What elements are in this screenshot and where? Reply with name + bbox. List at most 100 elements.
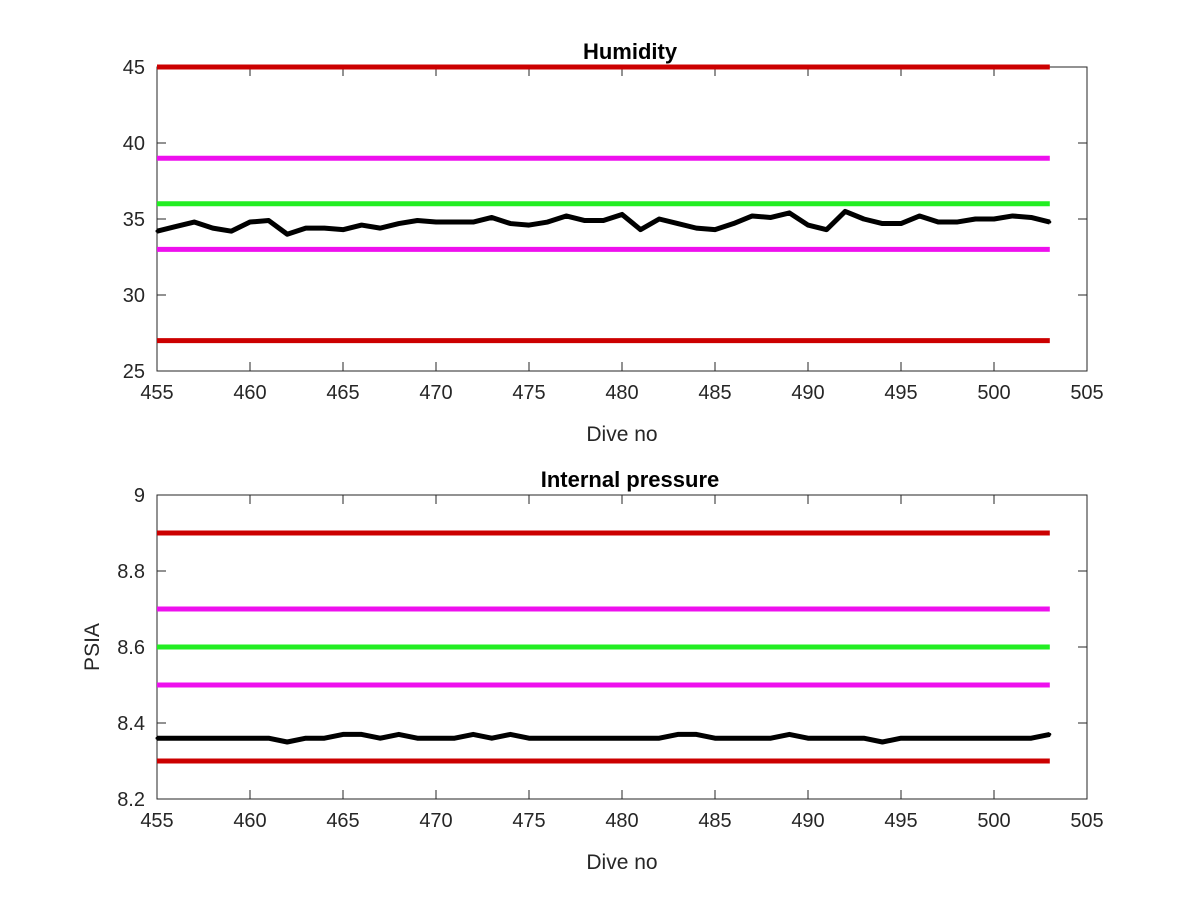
chart-2-x-tick-label: 500 — [977, 810, 1010, 832]
chart-1-x-tick-label: 485 — [698, 382, 731, 404]
chart-2-data-point — [601, 736, 605, 740]
chart-2-data-point — [508, 732, 512, 736]
chart-1-data-point — [843, 209, 847, 213]
chart-1-y-tick-label: 25 — [123, 361, 145, 383]
chart-1-x-tick-label: 490 — [791, 382, 824, 404]
chart-1-data-point — [415, 219, 419, 223]
chart-1-data-point — [1029, 215, 1033, 219]
chart-1-data-point — [378, 226, 382, 230]
chart-2-data-point — [490, 736, 494, 740]
chart-1-data-point — [639, 228, 643, 232]
chart-1-data-point — [973, 217, 977, 221]
chart-2-data-point — [955, 736, 959, 740]
chart-1-data-point — [769, 215, 773, 219]
chart-2-data-point — [174, 736, 178, 740]
chart-2-x-tick-label: 495 — [884, 810, 917, 832]
chart-2-data-point — [713, 736, 717, 740]
chart-2-x-tick-label: 505 — [1070, 810, 1103, 832]
chart-1-y-tick-label: 45 — [123, 57, 145, 79]
chart-2-data-point — [285, 740, 289, 744]
chart-2-data-point — [267, 736, 271, 740]
chart-1-data-point — [1011, 214, 1015, 218]
chart-1-data-point — [880, 222, 884, 226]
chart-2-data-point — [434, 736, 438, 740]
chart-2-x-tick-label: 485 — [698, 810, 731, 832]
chart-2-data-point — [583, 736, 587, 740]
chart-2-data-point — [527, 736, 531, 740]
chart-2-data-point — [322, 736, 326, 740]
chart-1-data-point — [471, 220, 475, 224]
chart-2-x-tick-label: 475 — [512, 810, 545, 832]
chart-1-data-point — [192, 220, 196, 224]
chart-2-data-point — [694, 732, 698, 736]
chart-1-data-point — [155, 229, 159, 233]
chart-1-y-tick-label: 40 — [123, 133, 145, 155]
chart-2-data-point — [787, 732, 791, 736]
chart-1-x-tick-label: 475 — [512, 382, 545, 404]
chart-1-x-tick-label: 470 — [419, 382, 452, 404]
chart-1-data-point — [713, 228, 717, 232]
chart-2-data-point — [155, 736, 159, 740]
chart-1-x-tick-label: 500 — [977, 382, 1010, 404]
chart-1-data-point — [918, 214, 922, 218]
chart-2-data-point — [1048, 732, 1052, 736]
chart-1-data-point — [899, 222, 903, 226]
chart-2-data-point — [973, 736, 977, 740]
chart-2-data-point — [899, 736, 903, 740]
chart-1-data-point — [267, 219, 271, 223]
chart-2-y-tick-label: 8.8 — [117, 561, 145, 583]
chart-1-x-tick-label: 465 — [326, 382, 359, 404]
chart-1-data-point — [546, 220, 550, 224]
chart-1-data-point — [936, 220, 940, 224]
chart-2-data-point — [378, 736, 382, 740]
chart-1-x-tick-label: 495 — [884, 382, 917, 404]
chart-2-data-point — [564, 736, 568, 740]
chart-2-data-point — [1011, 736, 1015, 740]
chart-2-x-tick-label: 480 — [605, 810, 638, 832]
chart-1-data-point — [750, 214, 754, 218]
chart-1-data-point — [248, 220, 252, 224]
chart-1-data-point — [564, 214, 568, 218]
chart-1-data-point — [508, 222, 512, 226]
chart-1-data-point — [397, 222, 401, 226]
chart-1-x-tick-label: 505 — [1070, 382, 1103, 404]
chart-1-data-point — [694, 226, 698, 230]
chart-2-data-point — [415, 736, 419, 740]
chart-1-data-point — [434, 220, 438, 224]
chart-2-x-tick-label: 470 — [419, 810, 452, 832]
chart-2-data-point — [750, 736, 754, 740]
chart-2-data-point — [769, 736, 773, 740]
chart-2-data-point — [676, 732, 680, 736]
chart-1-data-point — [211, 226, 215, 230]
chart-1-data-point — [657, 217, 661, 221]
chart-2-x-tick-label: 490 — [791, 810, 824, 832]
chart-2-data-point — [806, 736, 810, 740]
chart-2-y-tick-label: 8.2 — [117, 789, 145, 811]
chart-2-title: Internal pressure — [541, 467, 720, 492]
chart-1-data-point — [583, 219, 587, 223]
chart-2-data-point — [732, 736, 736, 740]
chart-1-y-tick-label: 35 — [123, 209, 145, 231]
chart-2-x-axis-label: Dive no — [586, 851, 657, 874]
chart-2-data-point — [825, 736, 829, 740]
internal-pressure-chart: 455 460 465 470 475 480 485 490 495 500 505 8.2 8.4 8… — [81, 467, 1104, 874]
chart-2-data-point — [843, 736, 847, 740]
chart-1-data-point — [490, 215, 494, 219]
chart-2-data-point — [992, 736, 996, 740]
humidity-chart: 455 460 465 470 475 480 485 490 495 500 505 25 30 35 4… — [123, 39, 1104, 446]
chart-1-data-point — [787, 211, 791, 215]
chart-2-data-point — [1029, 736, 1033, 740]
chart-2-data-point — [657, 736, 661, 740]
chart-1-data-point — [360, 223, 364, 227]
chart-2-y-tick-label: 9 — [134, 485, 145, 507]
chart-2-data-point — [862, 736, 866, 740]
chart-1-data-point — [825, 228, 829, 232]
chart-2-data-point — [546, 736, 550, 740]
chart-2-data-point — [192, 736, 196, 740]
chart-2-y-tick-label: 8.6 — [117, 637, 145, 659]
chart-1-data-point — [806, 223, 810, 227]
chart-1-data-point — [453, 220, 457, 224]
chart-1-x-tick-label: 480 — [605, 382, 638, 404]
